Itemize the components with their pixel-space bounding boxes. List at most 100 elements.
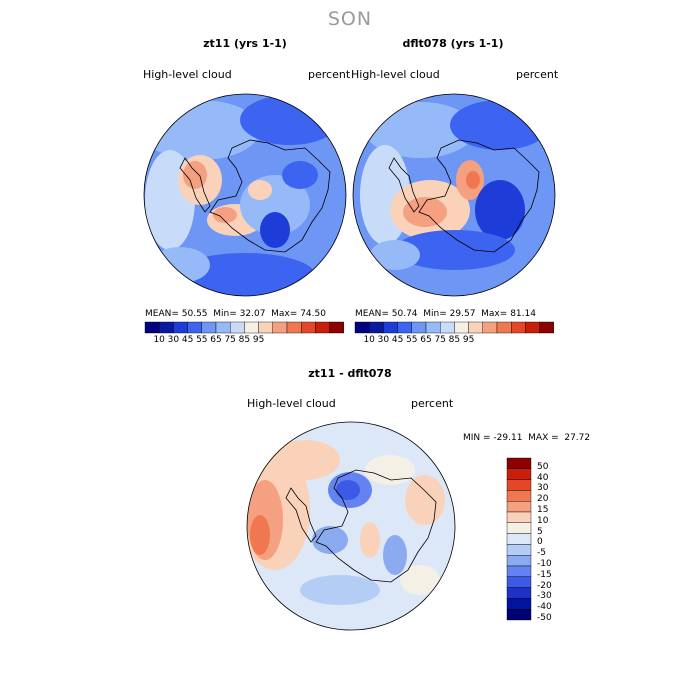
colorbar1-tick-label: 75 (224, 335, 236, 345)
colorbar-diff-tick-label: 15 (537, 505, 549, 515)
colorbar1-tick-label: 85 (238, 335, 251, 345)
panel2-max: 81.14 (510, 309, 536, 319)
map1-border (143, 93, 347, 297)
colorbar-diff-tick-label: -30 (537, 591, 552, 602)
diff-title: zt11 - dflt078 (308, 367, 392, 380)
season-title: SON (327, 8, 373, 30)
panel1-mean-label: MEAN= (145, 309, 179, 319)
colorbar1 (144, 321, 345, 334)
panel2-stats: MEAN= 50.74 Min= 29.57 Max= 81.14 (355, 309, 536, 319)
colorbar2-tick-label: 85 (448, 335, 461, 345)
colorbar1-swatch (315, 321, 330, 334)
panel1-max-label: Max= (271, 309, 298, 319)
colorbar-diff-tick-label: 0 (537, 537, 543, 548)
panel2-mean-label: MEAN= (355, 309, 389, 319)
colorbar2-tick-label: 45 (391, 335, 404, 345)
colorbar2-tick-label: 75 (434, 335, 446, 345)
panel2-units: percent (516, 68, 559, 81)
diff-map-border (246, 421, 456, 631)
diff-map-coastline (285, 469, 437, 583)
diff-units: percent (411, 397, 454, 410)
panel2-min: 29.57 (449, 309, 476, 319)
colorbar-diff-tick-label: -5 (537, 548, 546, 559)
colorbar2-swatch (525, 321, 540, 334)
panel1-stats: MEAN= 50.55 Min= 32.07 Max= 74.50 (145, 309, 326, 319)
colorbar1-swatch (215, 321, 231, 334)
colorbar-diff-swatch (506, 501, 532, 513)
panel2-mean: 50.74 (391, 309, 418, 319)
colorbar-diff-swatch (506, 457, 532, 470)
colorbar-diff-tick-label: 10 (537, 515, 549, 526)
colorbar-diff-swatch (506, 479, 532, 491)
colorbar1-swatch (244, 321, 259, 334)
colorbar2-tick-label: 65 (420, 335, 432, 345)
colorbar1-tick-label: 55 (196, 335, 208, 345)
colorbar-diff-swatch (506, 511, 532, 524)
colorbar2-swatch (383, 321, 398, 334)
diff-map-field (247, 422, 455, 630)
colorbar1-tick-label: 95 (252, 335, 265, 345)
colorbar1-swatch (187, 321, 203, 334)
colorbar2 (354, 321, 554, 334)
colorbar2-swatch (411, 321, 427, 334)
colorbar2-tick-label: 95 (462, 335, 475, 345)
colorbar-diff-swatch (506, 587, 532, 599)
colorbar-diff-tick-label: 20 (537, 494, 549, 505)
colorbar1-swatch (173, 321, 188, 334)
map1-coastline (179, 139, 331, 253)
colorbar2-swatch (440, 321, 455, 334)
colorbar-diff-tick-label: -50 (537, 613, 552, 623)
colorbar2-swatch (482, 321, 498, 334)
panel1-title: zt11 (yrs 1-1) (203, 37, 287, 50)
colorbar1-swatch (144, 321, 160, 334)
colorbar-diff-tick-label: -10 (537, 559, 552, 569)
map2-border (352, 93, 556, 297)
colorbar1-swatch (286, 321, 302, 334)
colorbar1-swatch (258, 321, 274, 334)
colorbar-diff-tick-label: 40 (537, 472, 549, 483)
colorbar-diff-tick-label: 30 (537, 483, 549, 494)
colorbar-diff-swatch (506, 565, 532, 578)
colorbar1-tick-label: 10 (153, 335, 165, 345)
panel1-units: percent (308, 68, 351, 81)
colorbar-diff-swatch (506, 468, 532, 480)
colorbar1-swatch (158, 321, 174, 334)
colorbar2-tick-label: 10 (363, 335, 375, 345)
colorbar2-swatch (454, 321, 469, 334)
colorbar1-swatch (272, 321, 288, 334)
colorbar2-swatch (425, 321, 441, 334)
colorbar-diff-tick-label: -20 (537, 580, 552, 591)
panel1-min: 32.07 (239, 309, 266, 319)
colorbar1-swatch (229, 321, 245, 334)
colorbar1-swatch (201, 321, 217, 334)
map2-field (353, 94, 555, 296)
panel2-min-label: Min= (423, 309, 447, 319)
colorbar2-swatch (496, 321, 512, 334)
panel2-max-label: Max= (481, 309, 508, 319)
map2-coastline (388, 139, 540, 253)
panel1-mean: 50.55 (181, 309, 208, 319)
colorbar1-tick-label: 65 (210, 335, 222, 345)
map1-field (144, 94, 346, 296)
panel2-title: dflt078 (yrs 1-1) (402, 37, 504, 50)
colorbar2-swatch (468, 321, 484, 334)
colorbar-diff-tick-label: -15 (537, 569, 552, 580)
colorbar2-tick-label: 55 (406, 335, 418, 345)
colorbar-diff-swatch (506, 544, 532, 556)
colorbar-diff-tick-label: -40 (537, 602, 552, 613)
colorbar2-swatch (369, 321, 384, 334)
colorbar-diff-tick-label: 50 (537, 461, 549, 472)
colorbar-diff-swatch (506, 609, 532, 621)
colorbar1-tick-label: 30 (167, 335, 180, 345)
colorbar-diff-swatch (506, 555, 532, 567)
colorbar1-tick-label: 45 (181, 335, 194, 345)
colorbar-diff-swatch (506, 533, 532, 545)
colorbar-diff (506, 457, 532, 621)
colorbar2-swatch (539, 321, 554, 334)
colorbar-diff-swatch (506, 490, 532, 502)
panel1-min-label: Min= (213, 309, 237, 319)
colorbar1-swatch (329, 321, 345, 334)
colorbar-diff-swatch (506, 598, 532, 610)
colorbar2-swatch (354, 321, 370, 334)
colorbar2-tick-label: 30 (377, 335, 390, 345)
